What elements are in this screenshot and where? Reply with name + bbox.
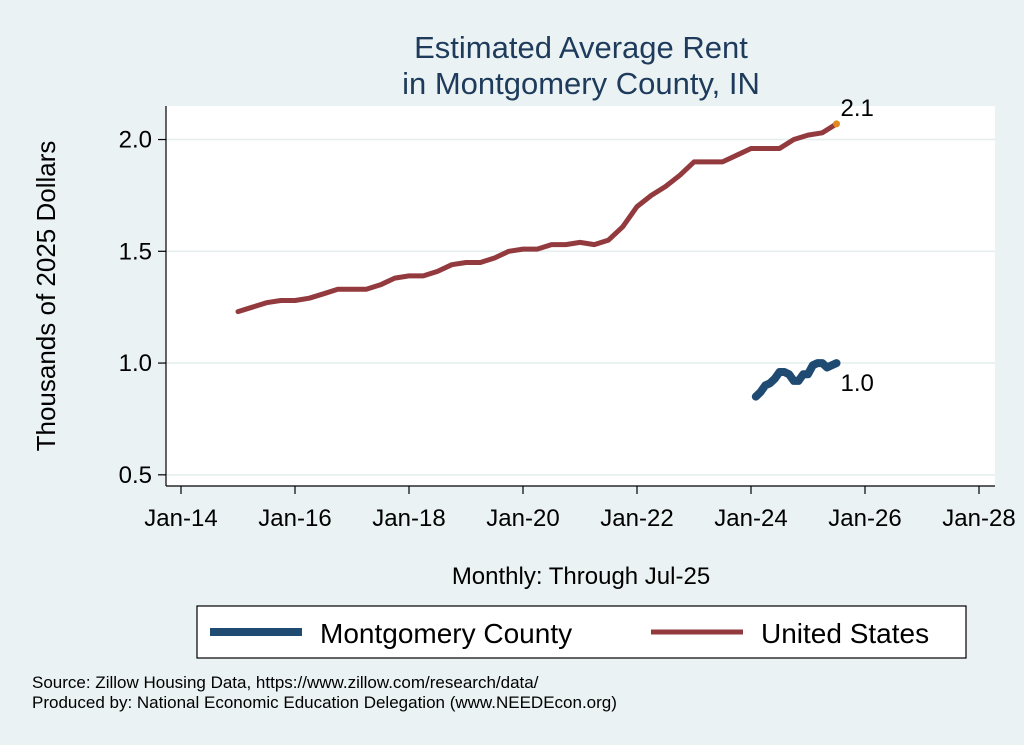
y-axis-ticks: 0.5 1.0 1.5 2.0 [119,127,166,489]
x-tick-label: Jan-24 [714,505,787,532]
y-tick-label: 0.5 [119,462,152,489]
plot-area [166,106,995,486]
gridlines [166,138,995,476]
x-tick-label: Jan-26 [828,505,901,532]
source-note: Source: Zillow Housing Data, https://www… [32,673,539,692]
series-line-united-states [235,121,839,315]
x-axis-ticks: Jan-14 Jan-16 Jan-18 Jan-20 Jan-22 Jan-24 Jan-… [144,486,1016,532]
legend-box [196,605,967,659]
legend: Montgomery County United States [196,605,967,659]
producer-note: Produced by: National Economic Education… [32,693,617,712]
y-axis-label: Thousands of 2025 Dollars [31,141,61,452]
y-tick-label: 2.0 [119,127,152,154]
x-tick-label: Jan-20 [486,505,559,532]
x-tick-label: Jan-18 [372,505,445,532]
series-line-montgomery-county [751,359,841,401]
x-axis-label: Monthly: Through Jul-25 [452,563,710,590]
series-end-marker-united-states [833,120,840,128]
x-tick-label: Jan-14 [144,505,217,532]
series-end-label-united-states: 2.1 [841,95,874,122]
x-tick-label: Jan-16 [258,505,331,532]
chart-title-line-1: Estimated Average Rent [414,30,748,65]
legend-label-united-states: United States [761,618,929,649]
x-tick-label: Jan-22 [600,505,673,532]
y-tick-label: 1.5 [119,238,152,265]
chart-title-line-2: in Montgomery County, IN [402,66,760,101]
x-tick-label: Jan-28 [942,505,1015,532]
legend-label-montgomery: Montgomery County [320,618,572,649]
y-tick-label: 1.0 [119,350,152,377]
series-group: 1.0 2.1 [235,95,874,401]
series-end-label-montgomery-county: 1.0 [841,370,874,397]
